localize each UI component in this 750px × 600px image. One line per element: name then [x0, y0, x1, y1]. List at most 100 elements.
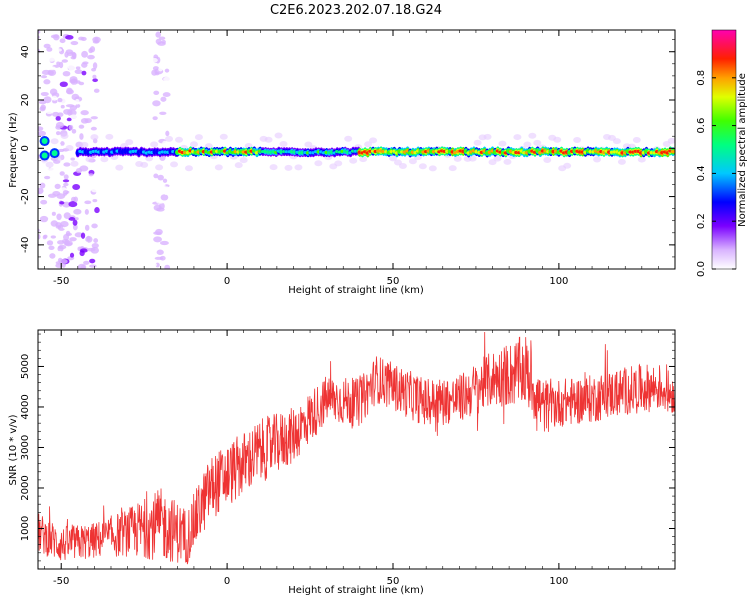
noise-speckle	[42, 52, 51, 57]
noise-speckle	[62, 71, 71, 77]
noise-speckle	[153, 90, 160, 95]
noise-speckle	[91, 243, 99, 249]
noise-speckle	[159, 240, 169, 246]
noise-speckle	[48, 245, 55, 251]
noise-speckle	[69, 79, 77, 84]
ridge-halo	[667, 137, 675, 144]
ridge-halo	[170, 161, 179, 168]
noise-speckle	[89, 264, 97, 268]
noise-speckle	[59, 38, 66, 44]
noise-speckle	[72, 52, 77, 60]
noise-speckle	[47, 69, 57, 77]
noise-speckle	[69, 252, 75, 258]
noise-speckle	[90, 186, 100, 193]
noise-speckle	[158, 36, 166, 41]
noise-speckle	[157, 174, 164, 181]
noise-speckle	[58, 148, 65, 153]
spectrogram-frame	[37, 29, 676, 270]
colorbar-tick-label: 0.2	[696, 213, 707, 229]
ridge-halo	[274, 132, 283, 139]
noise-speckle	[72, 219, 78, 226]
noise-speckle	[40, 75, 48, 79]
noise-speckle	[164, 264, 171, 269]
colorbar-tick-label: 0.0	[696, 261, 707, 277]
ridge-halo	[45, 161, 54, 168]
noise-speckle	[159, 111, 167, 116]
noise-speckle	[80, 232, 86, 239]
x-tick-label: 0	[224, 276, 230, 287]
noise-speckle	[87, 182, 94, 187]
ridge-halo	[488, 159, 497, 166]
ridge-halo	[184, 165, 193, 172]
noise-speckle	[157, 169, 166, 175]
ridge-halo	[50, 138, 59, 145]
noise-speckle	[38, 30, 41, 34]
ridge-halo	[453, 155, 462, 162]
noise-speckle	[68, 201, 78, 208]
noise-speckle	[78, 124, 85, 129]
ridge-halo	[150, 141, 159, 148]
ridge-halo	[523, 141, 532, 148]
noise-speckle	[73, 196, 79, 203]
noise-speckle	[84, 200, 92, 205]
ridge-cell	[670, 150, 675, 154]
noise-speckle	[153, 83, 160, 91]
ridge-halo	[189, 141, 198, 148]
ridge-halo	[234, 162, 243, 169]
colorbar-tick-label: 0.4	[696, 165, 707, 181]
ridge-halo	[364, 141, 373, 148]
noise-speckle	[66, 87, 73, 95]
noise-speckle	[162, 140, 169, 146]
noise-speckle	[46, 240, 54, 246]
noise-speckle	[91, 223, 98, 229]
ridge-halo	[70, 160, 79, 167]
noise-speckle	[51, 95, 58, 101]
noise-speckle	[79, 171, 85, 176]
noise-speckle	[68, 124, 74, 131]
noise-speckle	[44, 175, 51, 180]
ridge-halo	[617, 158, 626, 165]
noise-speckle	[69, 114, 78, 119]
noise-speckle	[156, 249, 164, 255]
noise-speckle	[55, 225, 62, 229]
spectral-blob-core	[51, 150, 58, 157]
ridge-halo	[398, 162, 407, 169]
x-tick-label: -50	[53, 276, 69, 287]
noise-speckle	[162, 92, 171, 98]
ridge-halo	[369, 137, 378, 144]
noise-speckle	[57, 250, 63, 256]
ridge-halo	[359, 156, 368, 163]
ridge-halo	[269, 164, 278, 171]
spectrogram-y-ticks: -40 -20 0 20 40	[20, 39, 675, 270]
noise-speckle	[57, 240, 65, 245]
ridge-halo	[85, 156, 94, 163]
ridge-halo	[612, 138, 621, 145]
noise-speckle	[49, 253, 56, 259]
y-tick-label: -20	[20, 188, 31, 204]
ridge-halo	[115, 164, 124, 171]
x-tick-label: -50	[53, 576, 69, 587]
noise-speckle	[92, 199, 98, 203]
noise-speckle	[40, 199, 48, 205]
noise-speckle	[40, 91, 49, 97]
x-tick-label: 0	[224, 576, 230, 587]
ridge-halo	[125, 139, 134, 146]
noise-speckle	[80, 110, 89, 116]
ridge-halo	[155, 164, 164, 171]
ridge-halo	[279, 140, 288, 147]
ridge-halo	[553, 136, 562, 143]
noise-speckle	[69, 109, 77, 116]
noise-speckle	[89, 46, 96, 53]
ridge-halo	[428, 165, 437, 172]
ridge-halo	[314, 160, 323, 167]
noise-speckle	[151, 69, 158, 76]
noise-speckle	[92, 40, 100, 44]
noise-speckle	[66, 184, 74, 189]
noise-speckle	[59, 81, 68, 88]
snr-x-ticks: -50 0 50 100	[44, 330, 676, 587]
noise-speckle	[164, 68, 170, 73]
noise-speckle	[155, 31, 161, 38]
noise-speckle	[79, 133, 84, 140]
noise-speckle	[63, 182, 69, 187]
ridge-halo	[498, 140, 507, 147]
